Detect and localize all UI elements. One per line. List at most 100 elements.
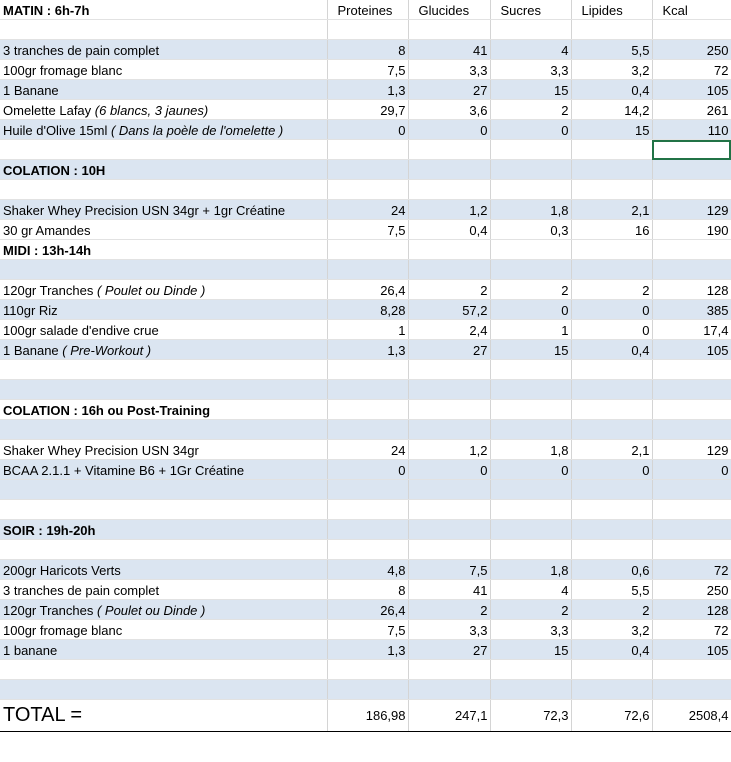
value-cell[interactable]: 129 (652, 199, 731, 220)
food-item-cell[interactable]: 100gr fromage blanc (0, 59, 328, 80)
empty-cell[interactable] (408, 179, 491, 200)
value-cell[interactable]: 2,4 (408, 319, 491, 340)
total-value-cell[interactable]: 186,98 (327, 699, 409, 732)
value-cell[interactable]: 7,5 (327, 59, 409, 80)
value-cell[interactable]: 2 (490, 279, 572, 300)
value-cell[interactable]: 190 (652, 219, 731, 240)
empty-cell[interactable] (652, 19, 731, 40)
empty-cell[interactable] (490, 139, 572, 160)
empty-cell[interactable] (490, 359, 572, 380)
empty-cell[interactable] (652, 419, 731, 440)
column-header[interactable]: Lipides (571, 0, 653, 20)
value-cell[interactable]: 4 (490, 579, 572, 600)
food-item-cell[interactable]: Huile d'Olive 15ml ( Dans la poèle de l'… (0, 119, 328, 140)
section-title[interactable]: MATIN : 6h-7h (0, 0, 328, 20)
empty-cell[interactable] (571, 519, 653, 540)
empty-cell[interactable] (0, 139, 328, 160)
empty-cell[interactable] (571, 399, 653, 420)
food-item-cell[interactable]: Shaker Whey Precision USN 34gr + 1gr Cré… (0, 199, 328, 220)
empty-cell[interactable] (327, 359, 409, 380)
empty-cell[interactable] (327, 499, 409, 520)
empty-cell[interactable] (408, 259, 491, 280)
value-cell[interactable]: 7,5 (327, 619, 409, 640)
value-cell[interactable]: 1,3 (327, 339, 409, 360)
value-cell[interactable]: 8,28 (327, 299, 409, 320)
value-cell[interactable]: 0,4 (571, 339, 653, 360)
empty-cell[interactable] (327, 399, 409, 420)
value-cell[interactable]: 14,2 (571, 99, 653, 120)
value-cell[interactable]: 3,3 (490, 59, 572, 80)
value-cell[interactable]: 72 (652, 619, 731, 640)
empty-cell[interactable] (327, 479, 409, 500)
value-cell[interactable]: 7,5 (408, 559, 491, 580)
value-cell[interactable]: 128 (652, 279, 731, 300)
value-cell[interactable]: 129 (652, 439, 731, 460)
empty-cell[interactable] (0, 379, 328, 400)
value-cell[interactable]: 0 (490, 119, 572, 140)
empty-cell[interactable] (571, 19, 653, 40)
empty-cell[interactable] (571, 159, 653, 180)
value-cell[interactable]: 24 (327, 439, 409, 460)
empty-cell[interactable] (0, 659, 328, 680)
empty-cell[interactable] (571, 659, 653, 680)
empty-cell[interactable] (652, 539, 731, 560)
food-item-cell[interactable]: 100gr fromage blanc (0, 619, 328, 640)
empty-cell[interactable] (571, 179, 653, 200)
value-cell[interactable]: 4,8 (327, 559, 409, 580)
value-cell[interactable]: 0,4 (571, 639, 653, 660)
empty-cell[interactable] (408, 659, 491, 680)
empty-cell[interactable] (652, 399, 731, 420)
value-cell[interactable]: 0,3 (490, 219, 572, 240)
empty-cell[interactable] (571, 259, 653, 280)
value-cell[interactable]: 27 (408, 639, 491, 660)
food-item-cell[interactable]: Shaker Whey Precision USN 34gr (0, 439, 328, 460)
value-cell[interactable]: 2,1 (571, 199, 653, 220)
empty-cell[interactable] (408, 399, 491, 420)
empty-cell[interactable] (652, 379, 731, 400)
empty-cell[interactable] (408, 359, 491, 380)
empty-cell[interactable] (490, 679, 572, 700)
empty-cell[interactable] (652, 239, 731, 260)
empty-cell[interactable] (408, 499, 491, 520)
food-item-cell[interactable]: 1 banane (0, 639, 328, 660)
value-cell[interactable]: 128 (652, 599, 731, 620)
section-title[interactable]: COLATION : 16h ou Post-Training (0, 399, 328, 420)
value-cell[interactable]: 3,2 (571, 619, 653, 640)
food-item-cell[interactable]: Omelette Lafay (6 blancs, 3 jaunes) (0, 99, 328, 120)
value-cell[interactable]: 1,3 (327, 639, 409, 660)
empty-cell[interactable] (571, 359, 653, 380)
empty-cell[interactable] (327, 259, 409, 280)
empty-cell[interactable] (408, 519, 491, 540)
food-item-cell[interactable]: 120gr Tranches ( Poulet ou Dinde ) (0, 599, 328, 620)
value-cell[interactable]: 57,2 (408, 299, 491, 320)
empty-cell[interactable] (0, 179, 328, 200)
value-cell[interactable]: 1,3 (327, 79, 409, 100)
value-cell[interactable]: 16 (571, 219, 653, 240)
empty-cell[interactable] (327, 379, 409, 400)
value-cell[interactable]: 3,2 (571, 59, 653, 80)
empty-cell[interactable] (408, 419, 491, 440)
empty-cell[interactable] (652, 179, 731, 200)
empty-cell[interactable] (490, 399, 572, 420)
food-item-cell[interactable]: 1 Banane ( Pre-Workout ) (0, 339, 328, 360)
value-cell[interactable]: 2 (490, 599, 572, 620)
empty-cell[interactable] (571, 379, 653, 400)
value-cell[interactable]: 0 (652, 459, 731, 480)
value-cell[interactable]: 261 (652, 99, 731, 120)
value-cell[interactable]: 2 (490, 99, 572, 120)
value-cell[interactable]: 26,4 (327, 599, 409, 620)
empty-cell[interactable] (0, 479, 328, 500)
total-value-cell[interactable]: 72,6 (571, 699, 653, 732)
value-cell[interactable]: 2,1 (571, 439, 653, 460)
empty-cell[interactable] (490, 379, 572, 400)
section-title[interactable]: MIDI : 13h-14h (0, 239, 328, 260)
value-cell[interactable]: 0 (490, 459, 572, 480)
empty-cell[interactable] (327, 239, 409, 260)
value-cell[interactable]: 29,7 (327, 99, 409, 120)
value-cell[interactable]: 1,8 (490, 439, 572, 460)
value-cell[interactable]: 2 (408, 279, 491, 300)
value-cell[interactable]: 41 (408, 39, 491, 60)
food-item-cell[interactable]: 100gr salade d'endive crue (0, 319, 328, 340)
empty-cell[interactable] (0, 539, 328, 560)
column-header[interactable]: Glucides (408, 0, 491, 20)
